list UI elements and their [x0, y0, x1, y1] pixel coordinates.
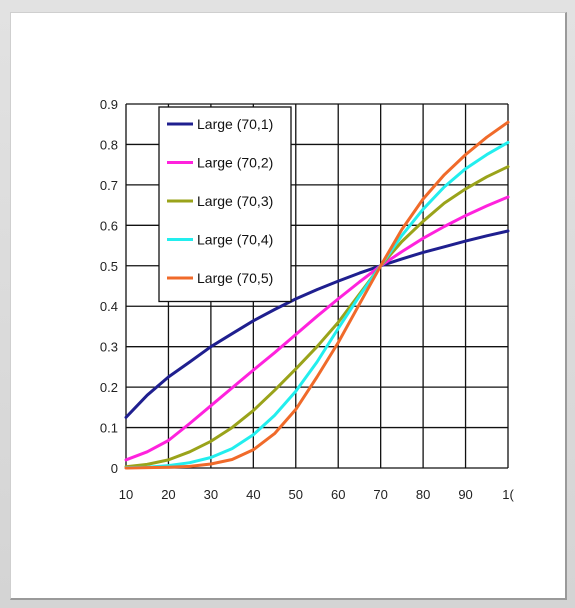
y-tick-label: 0.4 [100, 299, 118, 314]
series-line-4 [124, 140, 510, 470]
series-line-5 [124, 120, 510, 470]
y-tick-label: 0 [111, 461, 118, 476]
y-tick-label: 0.9 [100, 97, 118, 112]
legend-label: Large (70,4) [197, 232, 273, 248]
x-tick-label: 60 [331, 487, 345, 502]
x-tick-label: 70 [373, 487, 387, 502]
chart-panel: 0 0.1 0.2 0.3 0.4 0.5 0.6 0.7 0.8 0.9 10 20 30 40 50 60… [10, 12, 567, 600]
x-tick-label: 80 [416, 487, 430, 502]
legend-label: Large (70,1) [197, 116, 273, 132]
x-tick-label: 40 [246, 487, 260, 502]
y-tick-label: 0.6 [100, 218, 118, 233]
y-tick-label: 0.8 [100, 137, 118, 152]
y-tick-label: 0.2 [100, 380, 118, 395]
series-line-3 [124, 165, 510, 469]
line-chart: 0 0.1 0.2 0.3 0.4 0.5 0.6 0.7 0.8 0.9 10 20 30 40 50 60… [100, 97, 515, 502]
y-tick-label: 0.7 [100, 178, 118, 193]
legend-label: Large (70,3) [197, 193, 273, 209]
y-tick-label: 0.1 [100, 421, 118, 436]
legend-label: Large (70,2) [197, 155, 273, 171]
legend-box [158, 106, 292, 303]
legend-label: Large (70,5) [197, 270, 273, 286]
series-line-2 [124, 195, 510, 462]
x-tick-label: 90 [458, 487, 472, 502]
y-tick-label: 0.3 [100, 340, 118, 355]
y-tick-label: 0.5 [100, 259, 118, 274]
x-tick-label: 10 [119, 487, 133, 502]
x-tick-label: 1( [502, 487, 514, 502]
x-tick-label: 20 [161, 487, 175, 502]
x-tick-label: 50 [289, 487, 303, 502]
x-tick-label: 30 [204, 487, 218, 502]
series-line-1 [124, 229, 510, 419]
